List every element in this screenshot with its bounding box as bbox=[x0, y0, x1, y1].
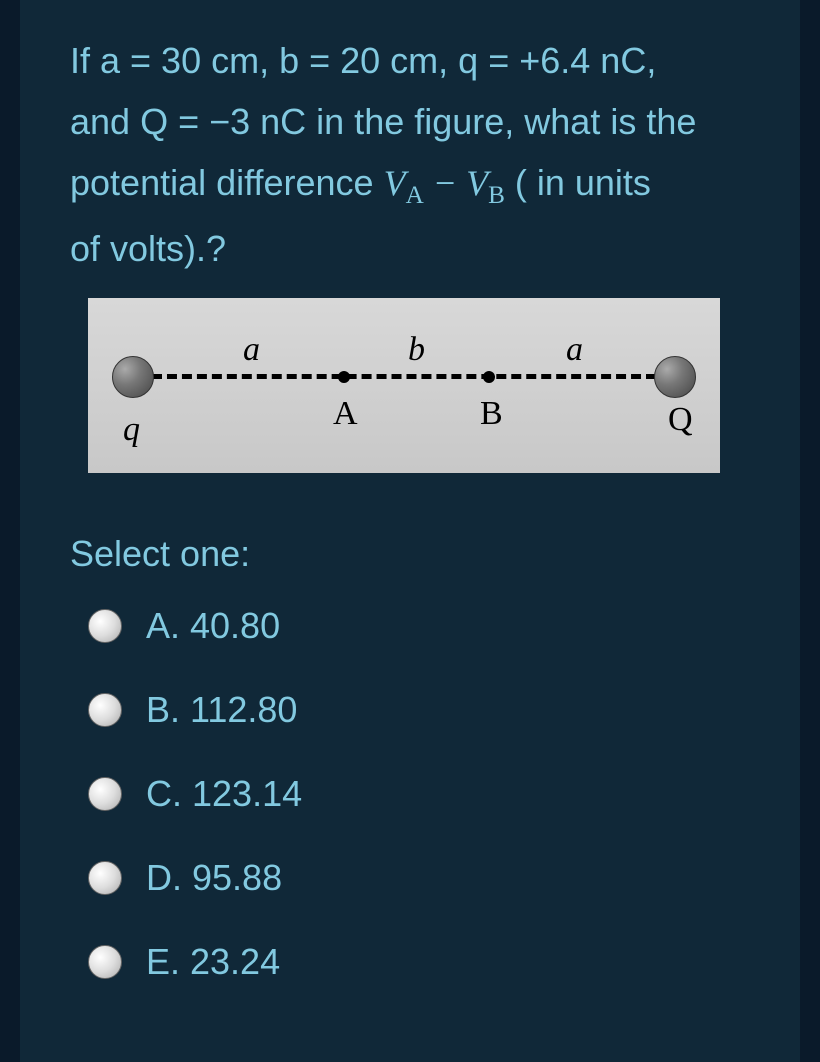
question-line3-post: ( in units bbox=[505, 162, 651, 203]
physics-diagram: a b a A B q Q bbox=[88, 298, 720, 473]
select-prompt: Select one: bbox=[70, 533, 750, 575]
question-line3-pre: potential difference bbox=[70, 162, 384, 203]
label-b: b bbox=[408, 331, 425, 369]
radio-icon[interactable] bbox=[88, 861, 122, 895]
question-text: If a = 30 cm, b = 20 cm, q = +6.4 nC, an… bbox=[70, 30, 750, 280]
option-label: B. 112.80 bbox=[146, 689, 297, 731]
option-label: E. 23.24 bbox=[146, 941, 280, 983]
label-charge-Q: Q bbox=[668, 401, 693, 439]
radio-icon[interactable] bbox=[88, 693, 122, 727]
option-label: A. 40.80 bbox=[146, 605, 280, 647]
formula-va-vb: VA − VB bbox=[384, 163, 505, 203]
option-label: C. 123.14 bbox=[146, 773, 302, 815]
label-point-b: B bbox=[480, 395, 503, 433]
option-b[interactable]: B. 112.80 bbox=[88, 689, 750, 731]
label-a-left: a bbox=[243, 331, 260, 369]
question-line1: If a = 30 cm, b = 20 cm, q = +6.4 nC, bbox=[70, 40, 656, 81]
options-list: A. 40.80 B. 112.80 C. 123.14 D. 95.88 E.… bbox=[70, 605, 750, 983]
radio-icon[interactable] bbox=[88, 945, 122, 979]
option-a[interactable]: A. 40.80 bbox=[88, 605, 750, 647]
question-line2: and Q = −3 nC in the figure, what is the bbox=[70, 101, 696, 142]
charge-Q bbox=[654, 356, 696, 398]
question-line4: of volts).? bbox=[70, 228, 226, 269]
charge-q bbox=[112, 356, 154, 398]
label-a-right: a bbox=[566, 331, 583, 369]
point-a-dot bbox=[338, 371, 350, 383]
option-d[interactable]: D. 95.88 bbox=[88, 857, 750, 899]
dashed-line bbox=[152, 374, 656, 379]
option-e[interactable]: E. 23.24 bbox=[88, 941, 750, 983]
option-label: D. 95.88 bbox=[146, 857, 282, 899]
radio-icon[interactable] bbox=[88, 609, 122, 643]
question-panel: If a = 30 cm, b = 20 cm, q = +6.4 nC, an… bbox=[20, 0, 800, 1062]
option-c[interactable]: C. 123.14 bbox=[88, 773, 750, 815]
label-point-a: A bbox=[333, 395, 358, 433]
point-b-dot bbox=[483, 371, 495, 383]
label-charge-q: q bbox=[123, 411, 140, 449]
radio-icon[interactable] bbox=[88, 777, 122, 811]
